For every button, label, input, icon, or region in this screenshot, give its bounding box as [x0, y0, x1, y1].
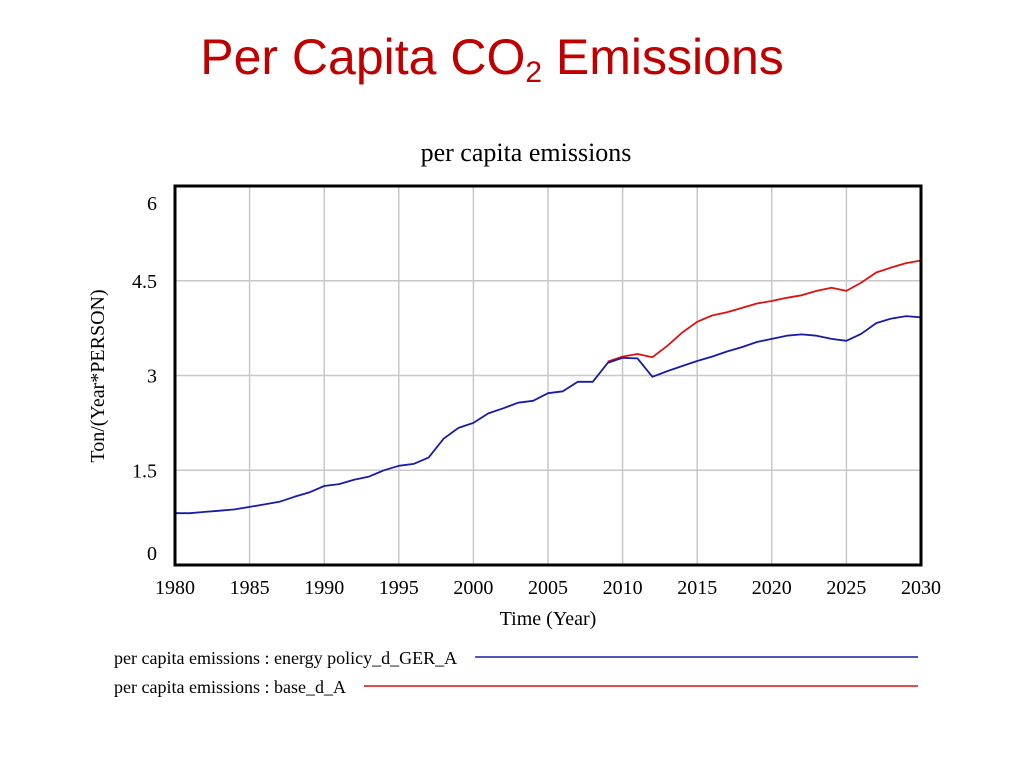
series-line-1 — [607, 259, 922, 363]
x-tick-label: 2020 — [752, 577, 792, 599]
x-axis-ticks: 1980 1985 1990 1995 2000 2005 2010 2015 2020 2025… — [155, 577, 941, 599]
y-tick-label: 6 — [147, 193, 157, 215]
legend: per capita emissions : energy policy_d_G… — [114, 648, 918, 697]
y-tick-label: 1.5 — [132, 460, 157, 482]
plot-frame — [173, 184, 923, 567]
series-line-0 — [175, 315, 922, 515]
x-tick-label: 1985 — [230, 577, 270, 599]
legend-label-1: per capita emissions : base_d_A — [114, 677, 346, 697]
x-tick-label: 2030 — [901, 577, 941, 599]
slide-title-tail: Emissions — [542, 29, 784, 85]
x-axis-label: Time (Year) — [500, 608, 597, 630]
slide-title: Per Capita CO2 Emissions — [0, 29, 984, 88]
y-axis-ticks: 0 1.5 3 4.5 6 — [132, 193, 157, 565]
chart-title: per capita emissions — [421, 138, 632, 167]
x-tick-label: 2005 — [528, 577, 568, 599]
y-tick-label: 3 — [147, 366, 157, 388]
x-tick-label: 2025 — [826, 577, 866, 599]
x-tick-label: 1990 — [304, 577, 344, 599]
slide-title-main: Per Capita CO — [200, 29, 526, 85]
y-tick-label: 0 — [147, 543, 157, 565]
x-tick-label: 1980 — [155, 577, 195, 599]
slide-title-subscript: 2 — [525, 56, 543, 89]
legend-label-0: per capita emissions : energy policy_d_G… — [114, 648, 457, 668]
x-tick-label: 2010 — [603, 577, 643, 599]
x-tick-label: 2000 — [453, 577, 493, 599]
y-tick-label: 4.5 — [132, 271, 157, 293]
x-tick-label: 2015 — [677, 577, 717, 599]
y-axis-label: Ton/(Year*PERSON) — [87, 289, 109, 462]
grid-lines — [175, 186, 921, 565]
x-tick-label: 1995 — [379, 577, 419, 599]
series-layer — [175, 259, 922, 515]
